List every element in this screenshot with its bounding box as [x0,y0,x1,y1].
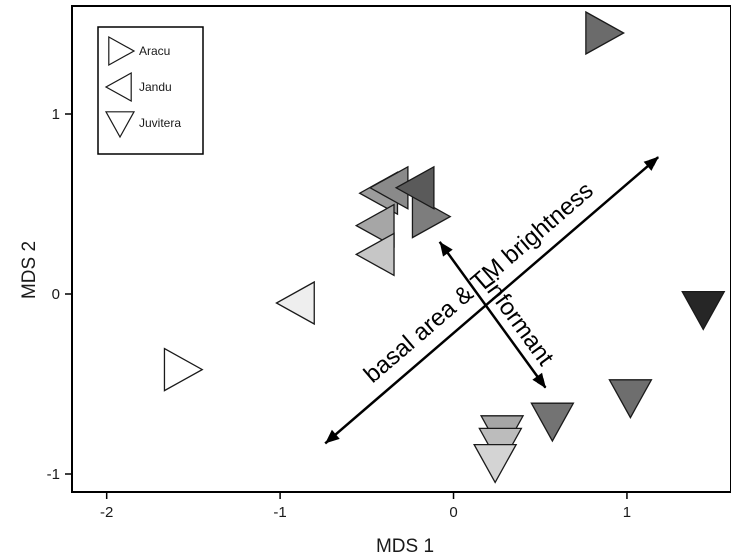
y-tick-label: -1 [47,466,60,483]
data-point-aracu [585,10,626,56]
data-point-jandu [275,280,315,326]
legend-label: Aracu [139,44,170,58]
data-point-juvitera [473,443,518,484]
vector-arrowhead [439,241,453,257]
legend-marker [104,111,136,139]
legend-label: Jandu [139,80,172,94]
data-point-aracu [163,347,204,392]
y-tick-label: 1 [52,106,60,123]
data-point-juvitera [681,290,726,331]
x-tick-label: -2 [100,504,113,521]
x-tick-label: 0 [449,504,457,521]
data-point-juvitera [530,402,575,443]
legend-marker [108,35,136,67]
y-axis-title: MDS 2 [19,241,40,299]
x-axis: -2 -1 0 1 [100,492,631,521]
x-tick-label: 1 [623,504,631,521]
vector-arrowhead [532,372,546,388]
x-tick-label: -1 [273,504,286,521]
data-point-juvitera [608,379,653,419]
vector-arrow [438,241,547,389]
vector-arrowhead [325,429,340,444]
vector-arrow [324,156,659,445]
legend-label: Juvitera [139,116,181,130]
y-axis: 1 0 -1 [47,106,72,483]
legend-marker [104,71,132,103]
x-axis-title: MDS 1 [376,536,434,557]
y-tick-label: 0 [52,286,60,303]
data-point-jandu [394,165,435,210]
legend: Aracu Jandu Juvitera [97,26,204,155]
data-point-jandu [354,232,395,277]
data-point-jandu [354,203,395,248]
vector-arrowhead [643,157,659,171]
points-layer [163,10,726,484]
